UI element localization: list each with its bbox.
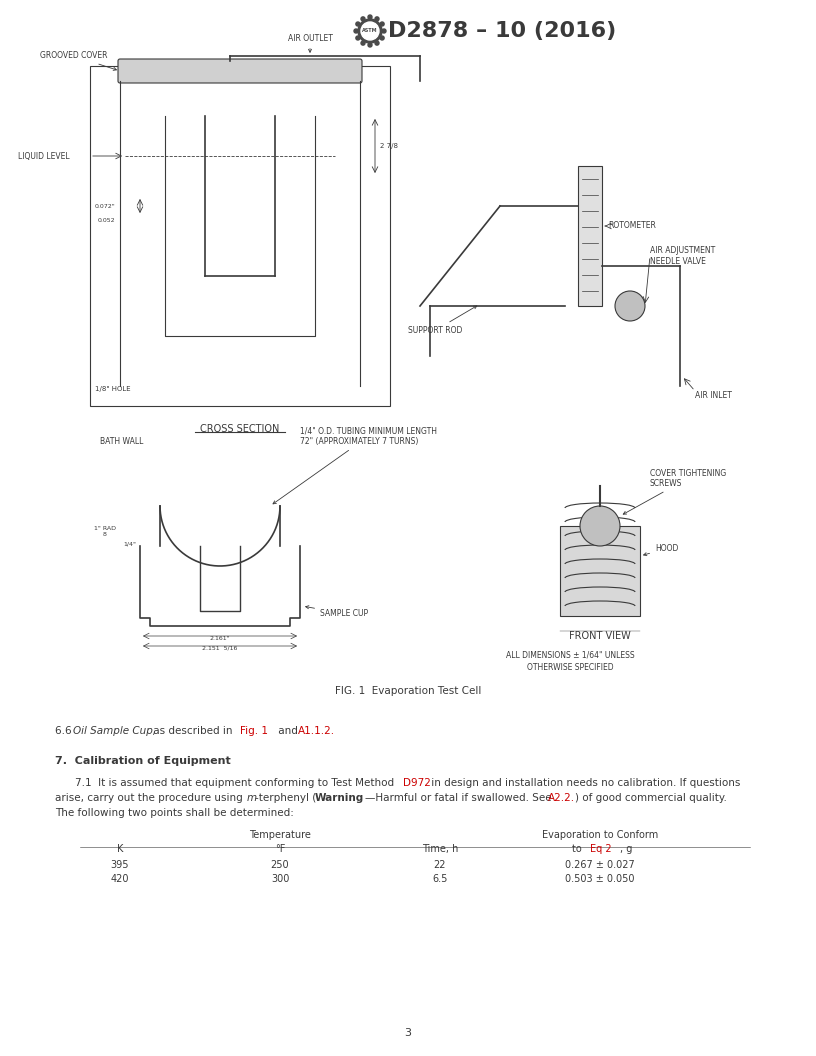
Text: Time, h: Time, h	[422, 844, 459, 854]
Text: Warning: Warning	[315, 793, 364, 803]
Circle shape	[615, 291, 645, 321]
Text: Oil Sample Cup,: Oil Sample Cup,	[73, 727, 156, 736]
Text: K: K	[117, 844, 123, 854]
Text: LIQUID LEVEL: LIQUID LEVEL	[19, 151, 70, 161]
Text: 6.5: 6.5	[432, 874, 448, 884]
Bar	[578, 166, 602, 306]
Text: 395: 395	[111, 860, 129, 870]
Text: -terphenyl (: -terphenyl (	[255, 793, 317, 803]
Text: to: to	[572, 844, 585, 854]
Text: CROSS SECTION: CROSS SECTION	[200, 425, 280, 434]
Text: as described in: as described in	[150, 727, 236, 736]
Text: in design and installation needs no calibration. If questions: in design and installation needs no cali…	[428, 778, 740, 788]
Text: 1/8" HOLE: 1/8" HOLE	[95, 386, 131, 392]
Text: HOOD: HOOD	[644, 544, 678, 555]
Text: 6.6: 6.6	[55, 727, 75, 736]
Circle shape	[356, 22, 360, 26]
Text: 2.151  5/16: 2.151 5/16	[202, 646, 237, 650]
Text: 22: 22	[434, 860, 446, 870]
Text: AIR INLET: AIR INLET	[695, 392, 732, 400]
Text: 0.267 ± 0.027: 0.267 ± 0.027	[565, 860, 635, 870]
Circle shape	[354, 29, 358, 33]
Text: arise, carry out the procedure using: arise, carry out the procedure using	[55, 793, 246, 803]
Text: °F: °F	[275, 844, 285, 854]
Text: 0.072": 0.072"	[95, 204, 115, 208]
Text: D972: D972	[403, 778, 431, 788]
Text: Fig. 1: Fig. 1	[240, 727, 268, 736]
Text: Evaporation to Conform: Evaporation to Conform	[542, 830, 659, 840]
Text: —Harmful or fatal if swallowed. See: —Harmful or fatal if swallowed. See	[365, 793, 555, 803]
Circle shape	[375, 17, 379, 21]
Text: ROTOMETER: ROTOMETER	[608, 222, 656, 230]
Text: AIR OUTLET: AIR OUTLET	[287, 34, 332, 53]
Text: Temperature: Temperature	[249, 830, 311, 840]
Text: 420: 420	[111, 874, 129, 884]
Text: 2.161": 2.161"	[210, 636, 230, 641]
Bar	[560, 526, 640, 616]
Circle shape	[368, 15, 372, 19]
Text: 7.  Calibration of Equipment: 7. Calibration of Equipment	[55, 756, 231, 766]
Circle shape	[375, 41, 379, 45]
Text: , g: , g	[620, 844, 632, 854]
Bar	[90, 65, 390, 406]
Text: GROOVED COVER: GROOVED COVER	[40, 52, 117, 71]
Text: COVER TIGHTENING
SCREWS: COVER TIGHTENING SCREWS	[623, 469, 726, 514]
Text: 1/4": 1/4"	[123, 542, 136, 547]
Text: Eq 2: Eq 2	[590, 844, 612, 854]
Text: A2.2.: A2.2.	[548, 793, 575, 803]
Circle shape	[361, 22, 379, 40]
Circle shape	[361, 17, 365, 21]
Text: BATH WALL: BATH WALL	[100, 437, 144, 446]
Circle shape	[361, 41, 365, 45]
Circle shape	[380, 36, 384, 40]
Circle shape	[356, 36, 360, 40]
FancyBboxPatch shape	[118, 59, 362, 83]
Text: 0.503 ± 0.050: 0.503 ± 0.050	[565, 874, 635, 884]
Text: 250: 250	[271, 860, 290, 870]
Text: The following two points shall be determined:: The following two points shall be determ…	[55, 808, 294, 818]
Text: AIR ADJUSTMENT
NEEDLE VALVE: AIR ADJUSTMENT NEEDLE VALVE	[650, 246, 716, 266]
Text: 2 7/8: 2 7/8	[380, 143, 398, 149]
Text: ASTM: ASTM	[362, 29, 378, 34]
Text: m: m	[247, 793, 257, 803]
Text: ) of good commercial quality.: ) of good commercial quality.	[575, 793, 727, 803]
Text: 3: 3	[405, 1027, 411, 1038]
Text: ALL DIMENSIONS ± 1/64" UNLESS
OTHERWISE SPECIFIED: ALL DIMENSIONS ± 1/64" UNLESS OTHERWISE …	[506, 650, 634, 673]
Circle shape	[380, 22, 384, 26]
Text: D2878 – 10 (2016): D2878 – 10 (2016)	[388, 21, 616, 41]
Text: SUPPORT ROD: SUPPORT ROD	[408, 306, 477, 335]
Circle shape	[580, 506, 620, 546]
Circle shape	[358, 19, 382, 43]
Circle shape	[368, 43, 372, 48]
Text: A1.1.2.: A1.1.2.	[298, 727, 335, 736]
Text: 1" RAD
8: 1" RAD 8	[94, 526, 116, 538]
Text: SAMPLE CUP: SAMPLE CUP	[306, 606, 368, 618]
Text: 0.052: 0.052	[97, 219, 115, 224]
Text: FIG. 1  Evaporation Test Cell: FIG. 1 Evaporation Test Cell	[335, 686, 481, 696]
Text: 300: 300	[271, 874, 289, 884]
Text: 1/4" O.D. TUBING MINIMUM LENGTH
72" (APPROXIMATELY 7 TURNS): 1/4" O.D. TUBING MINIMUM LENGTH 72" (APP…	[273, 427, 437, 504]
Text: 7.1  It is assumed that equipment conforming to Test Method: 7.1 It is assumed that equipment conform…	[75, 778, 397, 788]
Text: and: and	[275, 727, 301, 736]
Circle shape	[382, 29, 386, 33]
Text: FRONT VIEW: FRONT VIEW	[569, 631, 631, 641]
